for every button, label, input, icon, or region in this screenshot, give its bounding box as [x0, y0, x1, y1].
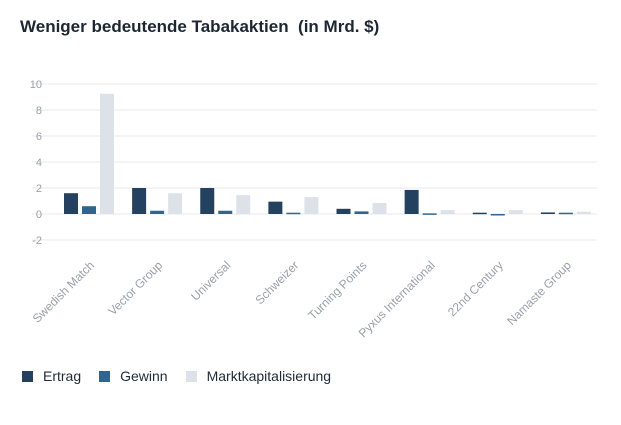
bar-ertrag	[472, 212, 487, 215]
y-tick-label: 4	[36, 157, 42, 169]
bar-gewinn	[218, 210, 233, 214]
legend-swatch-marktkapitalisierung	[185, 370, 197, 382]
legend-swatch-ertrag	[22, 370, 33, 382]
bar-ertrag	[540, 212, 555, 214]
x-tick-label: Namaste Group	[504, 258, 574, 328]
bar-gewinn	[82, 206, 96, 214]
bar-gewinn	[558, 212, 573, 215]
legend-item-ertrag: Ertrag	[22, 368, 81, 384]
legend-label-ertrag: Ertrag	[43, 368, 82, 384]
x-tick-label: Turning Points	[305, 258, 369, 322]
bar-ertrag	[268, 201, 283, 214]
y-tick-label: 2	[36, 183, 42, 195]
x-tick-label: Pyxus International	[356, 258, 438, 340]
y-tick-label: 8	[36, 105, 42, 117]
legend-item-marktkapitalisierung: Marktkapitalisierung	[185, 368, 332, 384]
bar-markt	[168, 193, 183, 214]
x-tick-label: Vector Group	[105, 258, 165, 318]
x-tick-label: Schweizer	[252, 258, 301, 307]
bar-gewinn	[150, 210, 165, 214]
bar-ertrag	[64, 193, 78, 214]
y-tick-label: 0	[36, 209, 42, 221]
legend-label-gewinn: Gewinn	[120, 368, 168, 384]
x-tick-label: 22nd Century	[445, 258, 506, 319]
bar-gewinn	[286, 212, 301, 215]
bar-markt	[440, 210, 455, 214]
bar-ertrag	[336, 208, 351, 214]
x-tick-label: Universal	[188, 258, 233, 303]
bar-markt	[372, 202, 387, 214]
bar-gewinn	[490, 214, 505, 216]
y-tick-label: 10	[30, 79, 42, 91]
bar-ertrag	[132, 188, 147, 214]
x-tick-label: Swedish Match	[30, 258, 97, 325]
chart-title: Weniger bedeutende Tabakaktien (in Mrd. …	[20, 17, 380, 36]
bar-ertrag	[200, 188, 215, 214]
bar-markt	[576, 211, 591, 214]
bar-markt	[100, 93, 114, 214]
y-tick-label: -2	[32, 235, 42, 247]
legend-item-gewinn: Gewinn	[99, 368, 168, 384]
legend: Ertrag Gewinn Marktkapitalisierung	[22, 368, 349, 384]
legend-swatch-gewinn	[99, 370, 111, 382]
bar-gewinn	[354, 211, 369, 214]
bar-markt	[508, 210, 523, 214]
bar-markt	[236, 195, 251, 214]
bar-ertrag	[404, 189, 419, 214]
bar-gewinn	[422, 213, 437, 215]
y-tick-label: 6	[36, 131, 42, 143]
bar-markt	[304, 197, 319, 214]
legend-label-marktkapitalisierung: Marktkapitalisierung	[206, 368, 332, 384]
